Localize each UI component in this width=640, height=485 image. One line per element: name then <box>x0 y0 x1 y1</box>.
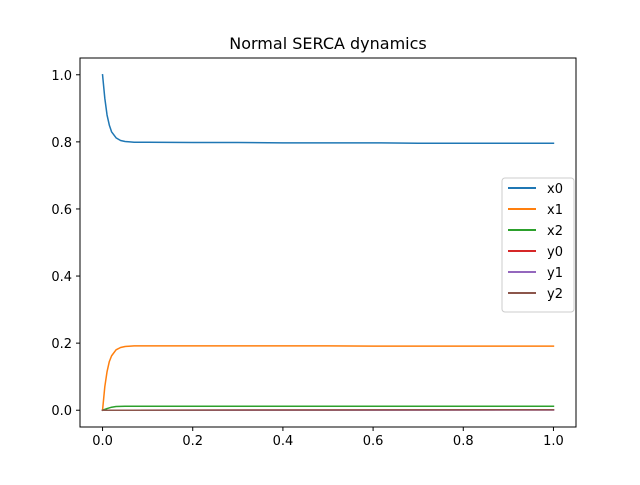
chart-title: Normal SERCA dynamics <box>229 34 427 53</box>
x-tick-label: 0.6 <box>363 434 384 449</box>
y-tick-label: 0.2 <box>51 337 72 352</box>
series-line-x1 <box>103 346 554 410</box>
legend: x0 x1 x2 y0 y1 y2 <box>502 178 574 312</box>
x-axis: 0.0 0.2 0.4 0.6 0.8 1.0 <box>92 427 564 449</box>
y-tick-label: 0.0 <box>51 404 72 419</box>
legend-label-x1: x1 <box>547 203 563 218</box>
x-tick-label: 0.2 <box>182 434 203 449</box>
legend-box <box>502 178 574 312</box>
y-tick-label: 0.8 <box>51 136 72 151</box>
y-tick-label: 0.4 <box>51 270 72 285</box>
series-line-y2 <box>103 410 554 411</box>
series-layer <box>103 75 554 410</box>
x-tick-label: 0.8 <box>453 434 474 449</box>
y-tick-label: 1.0 <box>51 69 72 84</box>
legend-label-y2: y2 <box>547 287 563 302</box>
x-tick-label: 1.0 <box>543 434 564 449</box>
legend-label-y0: y0 <box>547 245 563 260</box>
x-tick-label: 0.4 <box>273 434 294 449</box>
legend-label-y1: y1 <box>547 266 563 281</box>
x-tick-label: 0.0 <box>92 434 113 449</box>
y-axis: 0.0 0.2 0.4 0.6 0.8 1.0 <box>51 69 80 419</box>
legend-label-x2: x2 <box>547 224 563 239</box>
series-line-x0 <box>103 75 554 143</box>
y-tick-label: 0.6 <box>51 203 72 218</box>
legend-label-x0: x0 <box>547 182 563 197</box>
